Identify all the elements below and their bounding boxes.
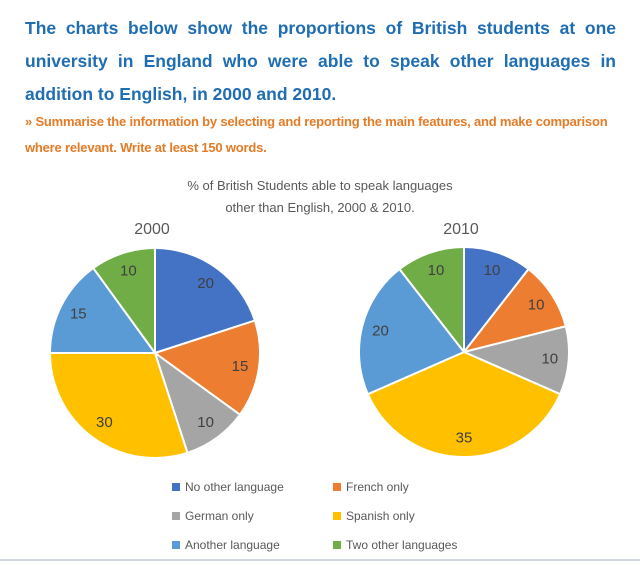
legend-label: Spanish only bbox=[346, 509, 415, 523]
legend-item-no-other-language: No other language bbox=[172, 480, 333, 494]
legend-item-spanish-only: Spanish only bbox=[333, 509, 457, 523]
pie-slice-2010-german-only bbox=[463, 325, 570, 396]
pie-slice-2000-another-language bbox=[49, 267, 156, 354]
pie-value-label-2010-another-language: 20 bbox=[372, 322, 389, 339]
pie-value-label-2000-german-only: 10 bbox=[197, 414, 214, 431]
legend-label: German only bbox=[185, 509, 254, 523]
pie-value-label-2010-french-only: 10 bbox=[528, 296, 545, 313]
chart-title-line-2: other than English, 2000 & 2010. bbox=[225, 200, 415, 215]
legend-swatch-icon bbox=[172, 541, 180, 549]
pie-charts: 20 15 10 30 15 10 10 10 10 35 20 10 bbox=[49, 246, 570, 459]
task-instruction-text: » Summarise the information by selecting… bbox=[25, 114, 608, 155]
legend-label: No other language bbox=[185, 480, 284, 494]
bottom-divider bbox=[0, 559, 640, 561]
chart-title-line-1: % of British Students able to speak lang… bbox=[187, 178, 453, 193]
pie-title-2010: 2010 bbox=[443, 221, 479, 238]
chart-legend: No other language French only German only S… bbox=[172, 480, 457, 552]
pie-slice-2010-another-language bbox=[358, 268, 465, 396]
pie-slice-2010-no-other-language bbox=[463, 246, 530, 353]
legend-item-french-only: French only bbox=[333, 480, 457, 494]
legend-swatch-icon bbox=[333, 512, 341, 520]
pie-slice-2010-spanish-only bbox=[366, 351, 562, 458]
legend-item-another-language: Another language bbox=[172, 538, 333, 552]
pie-value-label-2000-french-only: 15 bbox=[232, 358, 249, 375]
legend-swatch-icon bbox=[333, 483, 341, 491]
pie-title-2000: 2000 bbox=[134, 221, 170, 238]
legend-swatch-icon bbox=[172, 512, 180, 520]
legend-item-german-only: German only bbox=[172, 509, 333, 523]
pie-value-label-2000-no-other-language: 20 bbox=[197, 275, 214, 292]
legend-label: Another language bbox=[185, 538, 280, 552]
legend-swatch-icon bbox=[333, 541, 341, 549]
pie-value-label-2010-german-only: 10 bbox=[541, 351, 558, 368]
legend-swatch-icon bbox=[172, 483, 180, 491]
pie-slice-2000-two-other-languages bbox=[92, 247, 156, 354]
pie-slice-2010-two-other-languages bbox=[398, 246, 465, 353]
legend-item-two-other-languages: Two other languages bbox=[333, 538, 457, 552]
legend-label: Two other languages bbox=[346, 538, 458, 552]
pie-slice-2010-french-only bbox=[463, 268, 567, 353]
pie-slice-2000-spanish-only bbox=[49, 352, 189, 459]
pie-slice-2000-no-other-language bbox=[154, 247, 256, 354]
pie-value-label-2010-spanish-only: 35 bbox=[456, 430, 473, 447]
legend-label: French only bbox=[346, 480, 409, 494]
pie-value-label-2010-two-other-languages: 10 bbox=[428, 262, 445, 279]
pie-slice-2000-french-only bbox=[154, 319, 262, 416]
pie-value-label-2000-another-language: 15 bbox=[70, 305, 87, 322]
pie-value-label-2010-no-other-language: 10 bbox=[484, 262, 501, 279]
task-prompt-text: The charts below show the proportions of… bbox=[25, 18, 616, 104]
pie-value-label-2000-two-other-languages: 10 bbox=[120, 263, 137, 280]
pie-value-label-2000-spanish-only: 30 bbox=[96, 414, 113, 431]
